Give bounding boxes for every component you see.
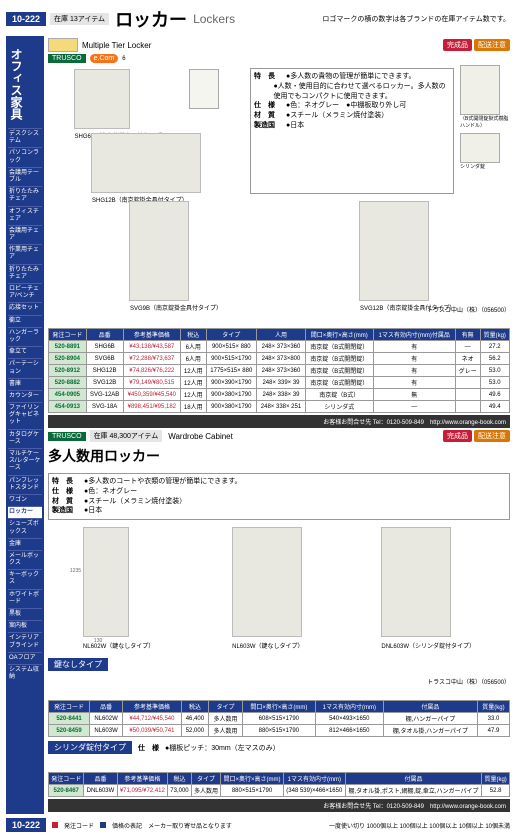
title-en: Lockers xyxy=(193,12,235,26)
badge-ship: 配送注意 xyxy=(474,39,510,51)
sidebar-item: ロビーチェア/ベンチ xyxy=(8,283,42,302)
maker-note-2: トラスコ中山（株）（056500） xyxy=(48,677,510,686)
sidebar-item: マルチケース/レターケース xyxy=(8,448,42,475)
sidebar-item: 衝立 xyxy=(8,315,42,327)
item-count: 在庫 13アイテム xyxy=(50,13,109,25)
sidebar-item: インテリアブラインド xyxy=(8,632,42,651)
sidebar-item: ワゴン xyxy=(8,494,42,506)
sidebar-item: カタログケース xyxy=(8,429,42,448)
brand-ecom: e.Com xyxy=(90,54,119,63)
type-label-1: 鍵なしタイプ xyxy=(48,658,108,671)
sidebar-item: パンフレットスタンド xyxy=(8,475,42,494)
sidebar-main: オフィス家具 xyxy=(8,40,25,128)
page-code: 10-222 xyxy=(6,12,46,26)
sidebar-item: 折りたたみチェア xyxy=(8,264,42,283)
product-table-3: 発注コード品番参考基準価格税込タイプ間口×奥行×高さ(mm)1マス有効内寸(mm… xyxy=(48,772,510,797)
footer-code: 10-222 xyxy=(6,818,46,832)
sidebar-item: ロッカー xyxy=(8,506,42,518)
detail-inset xyxy=(189,69,219,109)
brand-trusco: TRUSCO xyxy=(48,54,86,63)
sidebar-item: カウンター xyxy=(8,390,42,402)
sidebar-item: ホワイトボード xyxy=(8,589,42,608)
sidebar-item: 会議用テーブル xyxy=(8,167,42,186)
color-swatch xyxy=(48,38,78,52)
sidebar-item: 作業用チェア xyxy=(8,244,42,263)
badge-ship-2: 配送注意 xyxy=(474,430,510,442)
badge-complete-2: 完成品 xyxy=(443,430,472,442)
product-images-1: SHG6B（南京錠掛金具付タイプ） xyxy=(48,69,244,129)
sidebar-item: シューズボックス xyxy=(8,518,42,537)
sidebar-item: システム収納 xyxy=(8,664,42,683)
sidebar-item: キーボックス xyxy=(8,569,42,588)
spec-box-1: 特 長●多人数の貴物の管理が簡単にできます。 ●人数・使用目的に合わせて選べるロ… xyxy=(250,68,454,194)
subtitle-2: 多人数用ロッカー xyxy=(48,446,510,466)
sidebar-item: デスクシステム xyxy=(8,128,42,147)
sidebar-item: 応接セット xyxy=(8,302,42,314)
title-jp: ロッカー xyxy=(115,6,187,32)
page-footer: 10-222 発注コード 価格の表記 メーカー取り寄せ品となります 一度使い切り… xyxy=(6,818,510,832)
badge-complete: 完成品 xyxy=(443,39,472,51)
sidebar-item: パーテーション xyxy=(8,358,42,377)
product-table-1: 発注コード品番参考基準価格税込タイプ人用間口×奥行×高さ(mm)1マス有効内寸(… xyxy=(48,328,510,413)
sidebar-item: 黒板 xyxy=(8,608,42,620)
spec-box-2: 特 長●多人数のコートや衣類の管理が簡単にできます。 仕 様●色：ネオグレー 材… xyxy=(48,473,510,520)
sidebar-item: 会議用チェア xyxy=(8,225,42,244)
sidebar-item: 傘立て xyxy=(8,346,42,358)
section-label: Multiple Tier Locker xyxy=(82,41,151,50)
category-sidebar: オフィス家具 デスクシステムパソコンラック会議用テーブル折りたたみチェアオフィス… xyxy=(6,36,44,814)
contact-bar-1: お客様お問合せ先 Tel：0120-509-849 http://www.ora… xyxy=(48,415,510,428)
sidebar-item: メールボックス xyxy=(8,550,42,569)
sidebar-item: ハンガーラック xyxy=(8,327,42,346)
brand-count: 6 xyxy=(122,56,125,62)
sidebar-item: 書庫 xyxy=(8,378,42,390)
padlock-img xyxy=(460,65,500,115)
sidebar-item: 案内板 xyxy=(8,620,42,632)
sidebar-item: 折りたたみチェア xyxy=(8,186,42,205)
logo-note: ロゴマークの横の数字は各ブランドの在庫アイテム数です。 xyxy=(322,14,510,24)
product-images-2: 1235 130 NL602W（鍵なしタイプ） NL603W（鍵なしタイプ） D… xyxy=(48,527,510,650)
sidebar-item: オフィスチェア xyxy=(8,206,42,225)
page-header: 10-222 在庫 13アイテム ロッカー Lockers ロゴマークの横の数字… xyxy=(6,6,510,32)
brand-count-2: 在庫 48,300アイテム xyxy=(90,430,163,442)
sidebar-item: ファイリングキャビネット xyxy=(8,402,42,429)
sidebar-item: パソコンラック xyxy=(8,147,42,166)
sidebar-item: OAフロア xyxy=(8,652,42,664)
contact-bar-2: お客様お問合せ先 Tel：0120-509-849 http://www.ora… xyxy=(48,799,510,812)
brand-trusco-2: TRUSCO xyxy=(48,432,86,441)
sidebar-item: 金庫 xyxy=(8,538,42,550)
product-table-2: 発注コード品番参考基準価格税込タイプ間口×奥行×高さ(mm)1マス有効内寸(mm… xyxy=(48,700,510,737)
cylinder-img xyxy=(460,133,500,163)
type-label-2: シリンダ錠付タイプ xyxy=(48,741,132,754)
section-label-2: Wardrobe Cabinet xyxy=(168,432,233,441)
